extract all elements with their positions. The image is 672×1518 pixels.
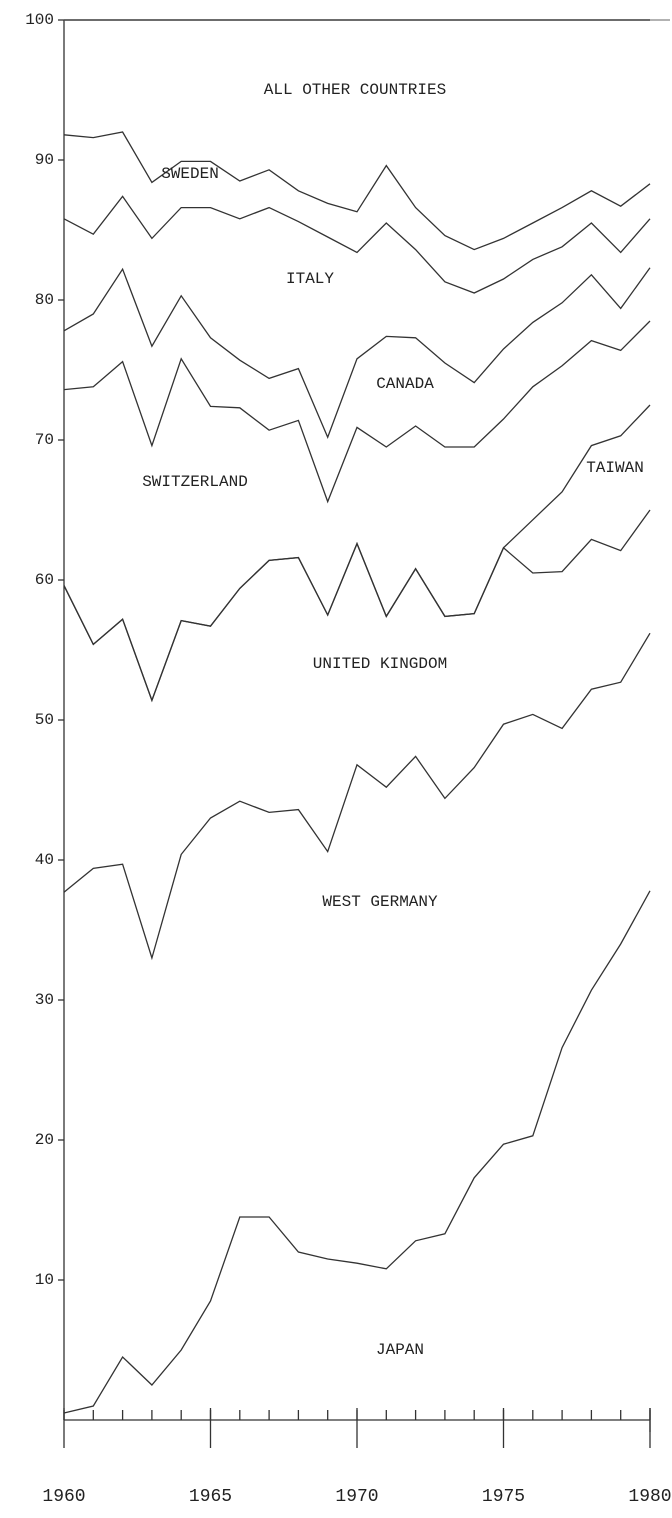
x-tick-label: 1975	[482, 1487, 525, 1507]
y-tick-label: 10	[35, 1271, 54, 1289]
series-label: CANADA	[376, 375, 434, 393]
y-tick-label: 40	[35, 851, 54, 869]
series-line	[63, 131, 651, 251]
series-label: SWEDEN	[161, 165, 219, 183]
series-label: TAIWAN	[586, 459, 644, 477]
y-tick-label: 100	[25, 11, 54, 29]
x-tick-label: 1965	[189, 1487, 232, 1507]
x-tick-label: 1960	[42, 1487, 85, 1507]
series-line	[63, 195, 651, 294]
series-line	[63, 404, 651, 703]
x-tick-label: 1970	[335, 1487, 378, 1507]
series-label: UNITED KINGDOM	[313, 655, 447, 673]
y-tick-label: 30	[35, 991, 54, 1009]
series-line	[63, 320, 651, 504]
series-line	[63, 890, 651, 1414]
y-tick-label: 20	[35, 1131, 54, 1149]
y-tick-label: 50	[35, 711, 54, 729]
series-label: WEST GERMANY	[322, 893, 438, 911]
y-tick-label: 80	[35, 291, 54, 309]
y-tick-label: 90	[35, 151, 54, 169]
y-tick-label: 60	[35, 571, 54, 589]
series-line	[63, 267, 651, 439]
series-label: JAPAN	[376, 1341, 424, 1359]
series-line	[63, 632, 651, 961]
y-tick-label: 70	[35, 431, 54, 449]
series-label: ALL OTHER COUNTRIES	[264, 81, 446, 99]
series-label: SWITZERLAND	[142, 473, 248, 491]
series-label: ITALY	[286, 270, 334, 288]
x-tick-label: 1980	[628, 1487, 671, 1507]
